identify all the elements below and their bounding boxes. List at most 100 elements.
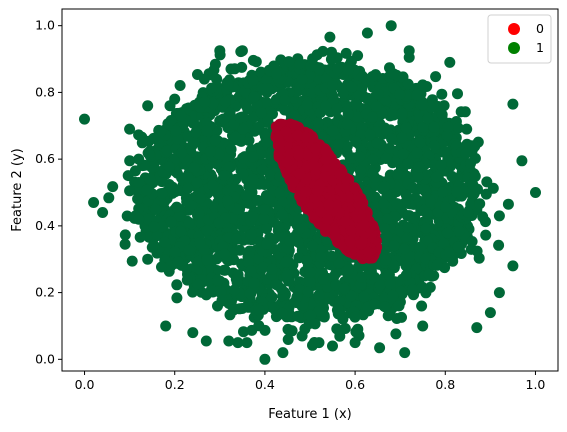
class-1-point xyxy=(201,254,212,265)
class-1-point xyxy=(350,337,361,348)
class-1-point xyxy=(451,187,462,198)
class-1-point xyxy=(415,137,426,148)
class-0-point xyxy=(345,236,356,247)
class-0-point xyxy=(312,185,323,196)
class-1-point xyxy=(142,100,153,111)
class-1-point xyxy=(350,312,361,323)
class-1-point xyxy=(283,324,294,335)
class-1-point xyxy=(310,318,321,329)
class-1-point xyxy=(133,177,144,188)
class-1-point xyxy=(305,267,316,278)
class-1-point xyxy=(259,354,270,365)
class-1-point xyxy=(440,146,451,157)
class-1-point xyxy=(328,125,339,136)
class-1-point xyxy=(494,287,505,298)
class-1-point xyxy=(452,88,463,99)
class-1-point xyxy=(103,192,114,203)
class-1-point xyxy=(79,114,90,125)
class-1-point xyxy=(88,197,99,208)
class-1-point xyxy=(313,117,324,128)
class-1-point xyxy=(436,89,447,100)
class-1-point xyxy=(394,89,405,100)
class-1-point xyxy=(248,174,259,185)
class-1-point xyxy=(503,199,514,210)
class-1-point xyxy=(414,162,425,173)
class-1-point xyxy=(373,89,384,100)
class-1-point xyxy=(214,45,225,56)
class-1-point xyxy=(176,148,187,159)
class-1-point xyxy=(253,122,264,133)
class-1-point xyxy=(460,148,471,159)
class-1-point xyxy=(375,280,386,291)
class-1-point xyxy=(320,101,331,112)
class-1-point xyxy=(137,137,148,148)
class-1-point xyxy=(213,217,224,228)
class-1-point xyxy=(343,264,354,275)
class-1-point xyxy=(407,284,418,295)
class-1-point xyxy=(207,180,218,191)
class-1-point xyxy=(378,199,389,210)
class-1-point xyxy=(199,74,210,85)
class-1-point xyxy=(385,279,396,290)
class-1-point xyxy=(421,208,432,219)
class-1-point xyxy=(396,132,407,143)
class-1-point xyxy=(171,202,182,213)
class-1-point xyxy=(386,20,397,31)
class-1-point xyxy=(142,254,153,265)
class-1-point xyxy=(246,325,257,336)
class-1-point xyxy=(218,114,229,125)
class-1-point xyxy=(249,91,260,102)
y-tick-label: 1.0 xyxy=(35,18,55,33)
class-1-point xyxy=(156,262,167,273)
legend-label-class-0: 0 xyxy=(536,21,544,36)
legend-marker-class-1 xyxy=(508,42,520,54)
class-1-point xyxy=(205,146,216,157)
class-1-point xyxy=(387,290,398,301)
class-1-point xyxy=(337,314,348,325)
class-1-point xyxy=(446,171,457,182)
class-1-point xyxy=(261,137,272,148)
class-0-point xyxy=(300,132,311,143)
class-1-point xyxy=(314,289,325,300)
class-1-point xyxy=(326,251,337,262)
class-1-point xyxy=(453,241,464,252)
class-1-point xyxy=(472,246,483,257)
class-1-point xyxy=(241,190,252,201)
class-1-point xyxy=(283,56,294,67)
class-1-point xyxy=(170,247,181,258)
class-1-point xyxy=(332,104,343,115)
class-1-point xyxy=(277,308,288,319)
class-0-point xyxy=(330,232,341,243)
class-1-point xyxy=(467,236,478,247)
y-tick-label: 0.8 xyxy=(35,84,55,99)
class-1-point xyxy=(107,181,118,192)
class-1-point xyxy=(314,337,325,348)
class-1-point xyxy=(277,347,288,358)
class-1-point xyxy=(461,124,472,135)
class-1-point xyxy=(403,79,414,90)
class-1-point xyxy=(273,221,284,232)
class-1-point xyxy=(199,97,210,108)
class-1-point xyxy=(238,153,249,164)
class-1-point xyxy=(226,144,237,155)
class-1-point xyxy=(171,292,182,303)
class-0-point xyxy=(356,239,367,250)
class-1-point xyxy=(194,237,205,248)
class-1-point xyxy=(436,160,447,171)
class-1-point xyxy=(189,162,200,173)
class-1-point xyxy=(481,189,492,200)
class-1-point xyxy=(380,255,391,266)
class-0-point xyxy=(300,186,311,197)
x-tick-label: 0.4 xyxy=(255,377,275,392)
x-tick-label: 0.2 xyxy=(165,377,185,392)
class-1-point xyxy=(444,57,455,68)
class-1-point xyxy=(399,347,410,358)
class-1-point xyxy=(297,331,308,342)
class-1-point xyxy=(229,285,240,296)
class-1-point xyxy=(157,188,168,199)
class-1-point xyxy=(141,185,152,196)
class-1-point xyxy=(171,279,182,290)
class-1-point xyxy=(294,223,305,234)
class-1-point xyxy=(175,80,186,91)
